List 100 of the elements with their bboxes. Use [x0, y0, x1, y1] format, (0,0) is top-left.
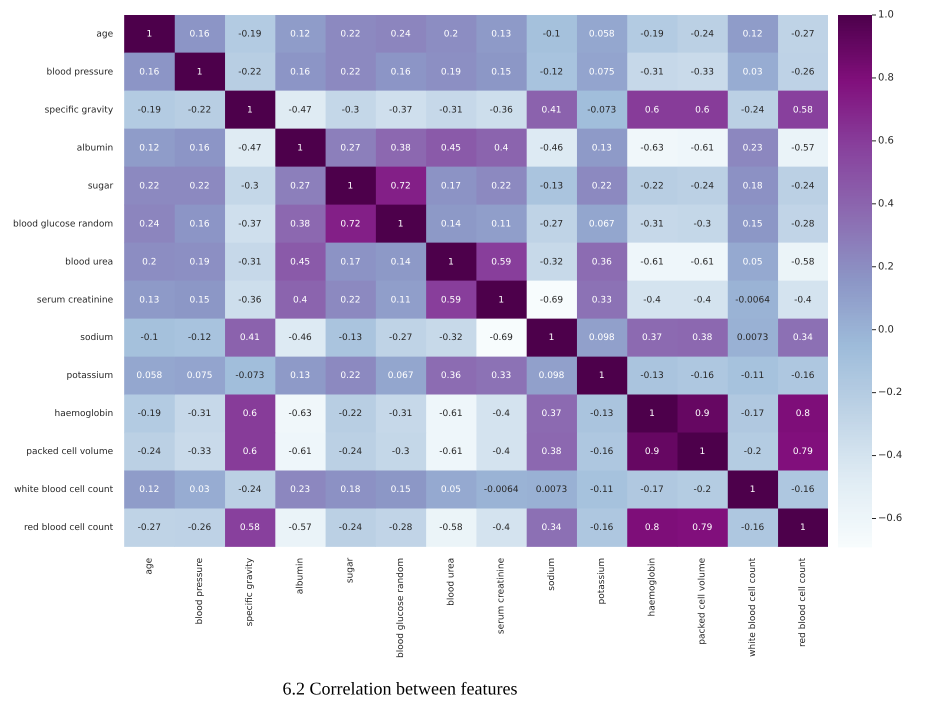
y-tick-label: red blood cell count — [24, 523, 114, 534]
data-label: 1 — [196, 67, 202, 78]
data-label: 0.19 — [440, 67, 462, 78]
data-label: 0.03 — [742, 67, 763, 78]
data-label: 0.22 — [139, 181, 160, 192]
data-label: -0.24 — [690, 181, 714, 192]
data-label: -0.61 — [690, 143, 714, 154]
data-label: 0.18 — [742, 181, 763, 192]
data-label: 0.58 — [792, 105, 814, 116]
data-label: -0.63 — [640, 143, 664, 154]
data-label: 0.05 — [440, 485, 461, 496]
data-label: -0.17 — [640, 485, 664, 496]
data-label: 0.34 — [541, 523, 562, 534]
data-label: -0.28 — [791, 219, 815, 230]
data-label: 0.37 — [642, 333, 662, 344]
data-label: 1 — [246, 105, 253, 116]
color-bar-label: 0.8 — [878, 72, 894, 84]
data-label: -0.36 — [238, 295, 262, 306]
data-label: -0.31 — [188, 409, 212, 420]
color-bar-label: −0.6 — [878, 513, 902, 524]
y-tick-label: potassium — [66, 371, 114, 382]
y-tick-label: sodium — [80, 333, 114, 344]
data-label: 0.34 — [792, 333, 814, 344]
data-label: -0.57 — [791, 143, 815, 154]
data-label: 0.38 — [541, 447, 562, 458]
data-label: -0.46 — [540, 143, 564, 154]
data-label: 0.45 — [440, 143, 461, 154]
y-tick-label: packed cell volume — [26, 447, 114, 458]
data-label: -0.24 — [740, 105, 764, 116]
data-label: -0.37 — [389, 105, 412, 116]
data-label: 0.79 — [692, 523, 713, 534]
data-label: 0.0073 — [536, 485, 568, 496]
data-label: 0.9 — [644, 447, 660, 458]
data-label: 0.58 — [240, 523, 260, 534]
x-tick-label: packed cell volume — [698, 557, 708, 645]
data-label: 0.6 — [695, 105, 710, 116]
data-label: 0.22 — [340, 67, 360, 78]
data-label: -0.19 — [138, 105, 162, 116]
x-tick-label: blood pressure — [194, 557, 205, 625]
data-label: 0.38 — [390, 143, 411, 154]
data-label: -0.2 — [694, 485, 712, 496]
color-bar-label: 0.0 — [878, 324, 894, 336]
data-label: -0.22 — [640, 181, 664, 192]
text: 6.2 Correlation between features — [282, 678, 518, 699]
data-label: -0.28 — [389, 523, 413, 534]
data-label: 0.79 — [792, 447, 814, 458]
data-label: -0.26 — [791, 67, 815, 78]
data-label: 0.11 — [491, 219, 512, 230]
data-label: -0.46 — [288, 333, 312, 344]
data-label: -0.13 — [338, 333, 362, 344]
data-label: 1 — [649, 409, 655, 420]
data-label: -0.3 — [694, 219, 712, 230]
data-label: 0.38 — [290, 219, 310, 230]
data-label: -0.27 — [540, 219, 564, 230]
data-label: 0.22 — [340, 295, 360, 306]
data-label: -0.0064 — [735, 295, 770, 306]
data-label: 0.38 — [692, 333, 713, 344]
data-label: -0.16 — [740, 523, 764, 534]
data-label: -0.4 — [492, 523, 510, 534]
x-tick-label: sodium — [546, 558, 557, 591]
data-label: -0.16 — [791, 485, 815, 496]
data-label: -0.58 — [439, 523, 463, 534]
color-bar-label: 0.4 — [878, 198, 894, 210]
data-label: 0.16 — [190, 143, 210, 154]
data-label: -0.58 — [791, 257, 815, 268]
data-label: 0.37 — [541, 409, 562, 420]
data-label: -0.27 — [791, 29, 815, 40]
y-tick-label: serum creatinine — [36, 295, 114, 306]
data-label: 0.6 — [242, 447, 258, 458]
data-label: 0.6 — [644, 105, 660, 116]
data-label: 0.41 — [541, 105, 562, 116]
x-tick-label: specific gravity — [245, 557, 256, 626]
data-label: 0.098 — [538, 371, 565, 382]
data-label: -0.57 — [288, 523, 312, 534]
data-label: 0.36 — [592, 257, 612, 268]
data-label: 0.4 — [292, 295, 308, 306]
data-label: -0.13 — [540, 181, 564, 192]
data-label: -0.11 — [590, 485, 614, 496]
y-tick-label: blood pressure — [46, 67, 114, 78]
data-label: -0.16 — [590, 523, 614, 534]
data-label: -0.1 — [140, 333, 158, 344]
data-label: 0.22 — [190, 181, 210, 192]
data-label: -0.073 — [587, 105, 616, 116]
x-tick-label: blood glucose random — [396, 558, 406, 658]
data-label: 0.16 — [190, 219, 210, 230]
data-label: -0.69 — [540, 295, 564, 306]
data-label: 0.15 — [390, 485, 411, 496]
data-label: -0.37 — [238, 219, 262, 230]
data-label: 0.12 — [742, 29, 763, 40]
data-label: 0.24 — [390, 29, 411, 40]
data-label: 0.45 — [290, 257, 310, 268]
data-label: 0.41 — [240, 333, 260, 344]
data-label: -0.27 — [138, 523, 161, 534]
data-label: 0.6 — [242, 409, 258, 420]
data-label: -0.13 — [590, 409, 614, 420]
data-label: -0.24 — [138, 447, 162, 458]
data-label: -0.61 — [690, 257, 714, 268]
x-tick-label: white blood cell count — [748, 557, 758, 657]
data-label: -0.26 — [188, 523, 212, 534]
data-label: 0.13 — [139, 295, 160, 306]
